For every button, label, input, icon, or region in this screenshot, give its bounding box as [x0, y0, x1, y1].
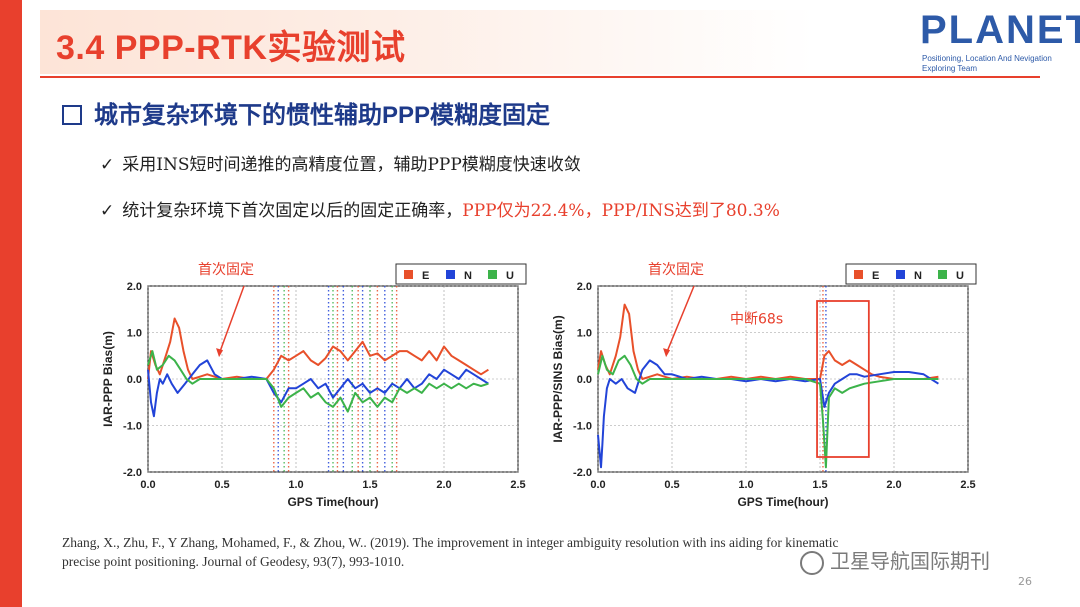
y-tick-label: 1.0: [127, 328, 142, 340]
annotation-arrow-line: [665, 285, 695, 355]
section-title: 城市复杂环境下的惯性辅助PPP模糊度固定: [62, 95, 550, 130]
legend-swatch-U: [488, 270, 497, 279]
legend-label-E: E: [422, 270, 429, 282]
wechat-icon: [800, 550, 824, 575]
bullet-1-text: 采用INS短时间递推的高精度位置，辅助PPP模糊度快速收敛: [122, 155, 581, 175]
left-accent-bar: [0, 0, 22, 607]
x-tick-label: 0.0: [140, 479, 155, 491]
y-axis-label: IAR-PPP/SINS Bias(m): [551, 315, 565, 442]
annotation-arrow-line: [218, 285, 245, 355]
y-tick-label: 1.0: [577, 328, 592, 340]
citation: Zhang, X., Zhu, F., Y Zhang, Mohamed, F.…: [62, 533, 1022, 571]
bullet-2: ✓ 统计复杂环境下首次固定以后的固定正确率，PPP仅为22.4%，PPP/INS达…: [100, 196, 780, 221]
legend-swatch-N: [446, 270, 455, 279]
legend-label-U: U: [506, 270, 514, 282]
check-icon: ✓: [100, 155, 115, 175]
check-icon: ✓: [100, 201, 115, 221]
citation-line-1: Zhang, X., Zhu, F., Y Zhang, Mohamed, F.…: [62, 535, 839, 550]
header-rule: [40, 76, 1040, 78]
header-band: [40, 10, 900, 74]
annotation-first-fix: 首次固定: [648, 262, 704, 278]
y-tick-label: -2.0: [123, 467, 142, 479]
y-axis-label: IAR-PPP Bias(m): [101, 331, 115, 427]
legend-swatch-U: [938, 270, 947, 279]
planet-logo: PLANET Positioning, Location And Nevigat…: [920, 10, 1080, 73]
y-tick-label: 0.0: [127, 374, 142, 386]
citation-line-2: precise point positioning. Journal of Ge…: [62, 554, 405, 569]
x-tick-label: 1.0: [288, 479, 303, 491]
series-E-line: [147, 317, 489, 380]
logo-tagline-1: Positioning, Location And Nevigation: [922, 54, 1052, 63]
logo-wordmark: PLANET: [920, 8, 1080, 52]
legend-label-U: U: [956, 270, 964, 282]
annotation-outage: 中断68s: [730, 312, 783, 328]
x-tick-label: 2.0: [886, 479, 901, 491]
annotation-arrow-head: [216, 348, 224, 358]
legend-label-N: N: [914, 270, 922, 282]
square-bullet-icon: [62, 104, 82, 125]
logo-tagline-2: Exploring Team: [922, 64, 977, 73]
x-tick-label: 0.0: [590, 479, 605, 491]
y-tick-label: 0.0: [577, 374, 592, 386]
y-tick-label: -2.0: [573, 467, 592, 479]
y-tick-label: -1.0: [573, 421, 592, 433]
y-tick-label: 2.0: [127, 281, 142, 293]
x-tick-label: 2.5: [510, 479, 525, 491]
legend-label-E: E: [872, 270, 879, 282]
x-tick-label: 0.5: [664, 479, 679, 491]
bullet-2-text: 统计复杂环境下首次固定以后的固定正确率，: [122, 201, 463, 221]
x-tick-label: 1.0: [738, 479, 753, 491]
x-tick-label: 1.5: [362, 479, 377, 491]
legend-swatch-E: [404, 270, 413, 279]
legend-label-N: N: [464, 270, 472, 282]
x-tick-label: 2.0: [436, 479, 451, 491]
x-axis-label: GPS Time(hour): [287, 495, 378, 509]
chart-iar-ppp-sins: 0.0 0.5 1.0 1.5 2.0 2.5 2.0 1.0 0.0 -1.0 -2.0 GPS T…: [551, 262, 977, 509]
bullet-2-highlight: PPP仅为22.4%，PPP/INS达到了80.3%: [462, 201, 780, 221]
series-U-line: [147, 350, 489, 413]
x-tick-label: 1.5: [812, 479, 827, 491]
watermark-text: 卫星导航国际期刊: [830, 549, 990, 573]
slide-title: 3.4 PPP-RTK实验测试: [56, 29, 406, 67]
page-number: 26: [1018, 575, 1032, 588]
annotation-first-fix: 首次固定: [198, 262, 254, 278]
x-tick-label: 0.5: [214, 479, 229, 491]
y-tick-label: -1.0: [123, 421, 142, 433]
outage-box: [816, 300, 870, 458]
annotation-arrow-head: [663, 348, 671, 358]
series-E-line: [597, 303, 939, 380]
series-N-line: [147, 359, 489, 418]
watermark: 卫星导航国际期刊: [800, 545, 990, 575]
y-tick-label: 2.0: [577, 281, 592, 293]
section-title-text: 城市复杂环境下的惯性辅助PPP模糊度固定: [94, 102, 551, 129]
chart-iar-ppp: 0.0 0.5 1.0 1.5 2.0 2.5 2.0 1.0 0.0 -1.0 -2.0 GPS T…: [101, 262, 527, 509]
bullet-1: ✓ 采用INS短时间递推的高精度位置，辅助PPP模糊度快速收敛: [100, 150, 581, 175]
x-tick-label: 2.5: [960, 479, 975, 491]
legend-swatch-E: [854, 270, 863, 279]
x-axis-label: GPS Time(hour): [737, 495, 828, 509]
legend-swatch-N: [896, 270, 905, 279]
series-U-line: [597, 354, 939, 469]
